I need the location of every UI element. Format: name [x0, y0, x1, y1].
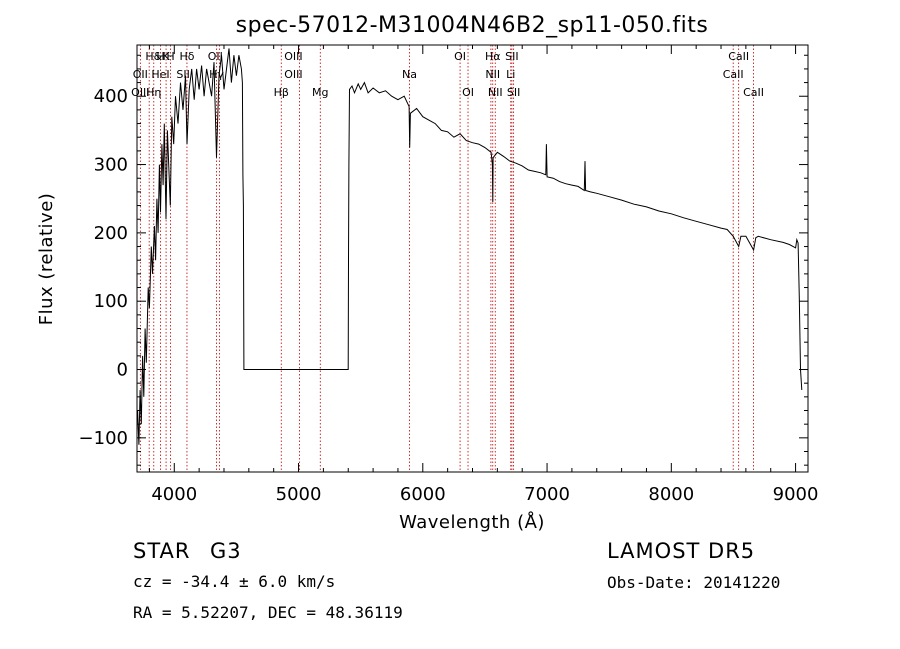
- plot-frame: [136, 44, 809, 473]
- x-tick-label: 8000: [648, 484, 694, 505]
- y-axis-label: Flux (relative): [36, 193, 57, 326]
- emission-line-label: Mg: [312, 86, 328, 99]
- emission-line-label: Hη: [146, 86, 161, 99]
- x-tick-label: 6000: [400, 484, 446, 505]
- y-tick-label: −100: [79, 428, 128, 449]
- emission-line-label: H&: [145, 50, 162, 63]
- emission-line-label: Hδ: [179, 50, 194, 63]
- sky-coordinates: RA = 5.52207, DEC = 48.36119: [133, 603, 403, 622]
- emission-line-label: SII: [507, 86, 520, 99]
- emission-line-label: CaII: [743, 86, 764, 99]
- y-axis: −100 0 100 200 300 400: [79, 54, 808, 466]
- emission-line-label: NII: [488, 86, 503, 99]
- object-subclass: G3: [210, 539, 242, 563]
- x-tick-label: 4000: [151, 484, 197, 505]
- y-tick-label: 0: [117, 360, 128, 381]
- line-markers: [139, 45, 754, 472]
- y-tick-label: 100: [94, 291, 128, 312]
- x-axis-label: Wavelength (Å): [399, 511, 545, 533]
- spectrum-line: [137, 48, 803, 445]
- survey-name: LAMOST DR5: [607, 539, 756, 563]
- emission-line-label: OIII: [284, 68, 302, 81]
- y-tick-label: 400: [94, 86, 128, 107]
- emission-line-label: OI: [454, 50, 466, 63]
- emission-line-label: SII: [505, 50, 518, 63]
- redshift-readout: cz = -34.4 ± 6.0 km/s: [133, 572, 336, 591]
- emission-line-label: Li: [506, 68, 515, 81]
- emission-line-label: CaII: [728, 50, 749, 63]
- x-axis: 4000 5000 6000 7000 8000 9000: [148, 45, 819, 505]
- x-tick-label: 7000: [524, 484, 570, 505]
- emission-line-label: SII: [176, 68, 189, 81]
- emission-line-label: H: [156, 50, 164, 63]
- emission-line-label: K: [162, 50, 170, 63]
- emission-line-label: OII: [133, 68, 148, 81]
- chart-title: spec-57012-M31004N46B2_sp11-050.fits: [236, 13, 709, 38]
- emission-line-label: H: [166, 50, 174, 63]
- emission-line-label: CaII: [723, 68, 744, 81]
- emission-line-label: Na: [402, 68, 417, 81]
- y-tick-label: 200: [94, 223, 128, 244]
- x-tick-label: 9000: [773, 484, 819, 505]
- object-type: STAR: [133, 539, 191, 563]
- emission-line-label: NII: [485, 68, 500, 81]
- x-tick-label: 5000: [276, 484, 322, 505]
- y-tick-label: 300: [94, 155, 128, 176]
- emission-line-label: Hβ: [274, 86, 289, 99]
- emission-line-label: OI: [462, 86, 474, 99]
- observation-date: Obs-Date: 20141220: [607, 573, 781, 592]
- emission-line-label: Hα: [485, 50, 501, 63]
- emission-line-label: HeI: [151, 68, 169, 81]
- emission-line-label: OII: [208, 50, 223, 63]
- emission-line-label: OIII: [284, 50, 302, 63]
